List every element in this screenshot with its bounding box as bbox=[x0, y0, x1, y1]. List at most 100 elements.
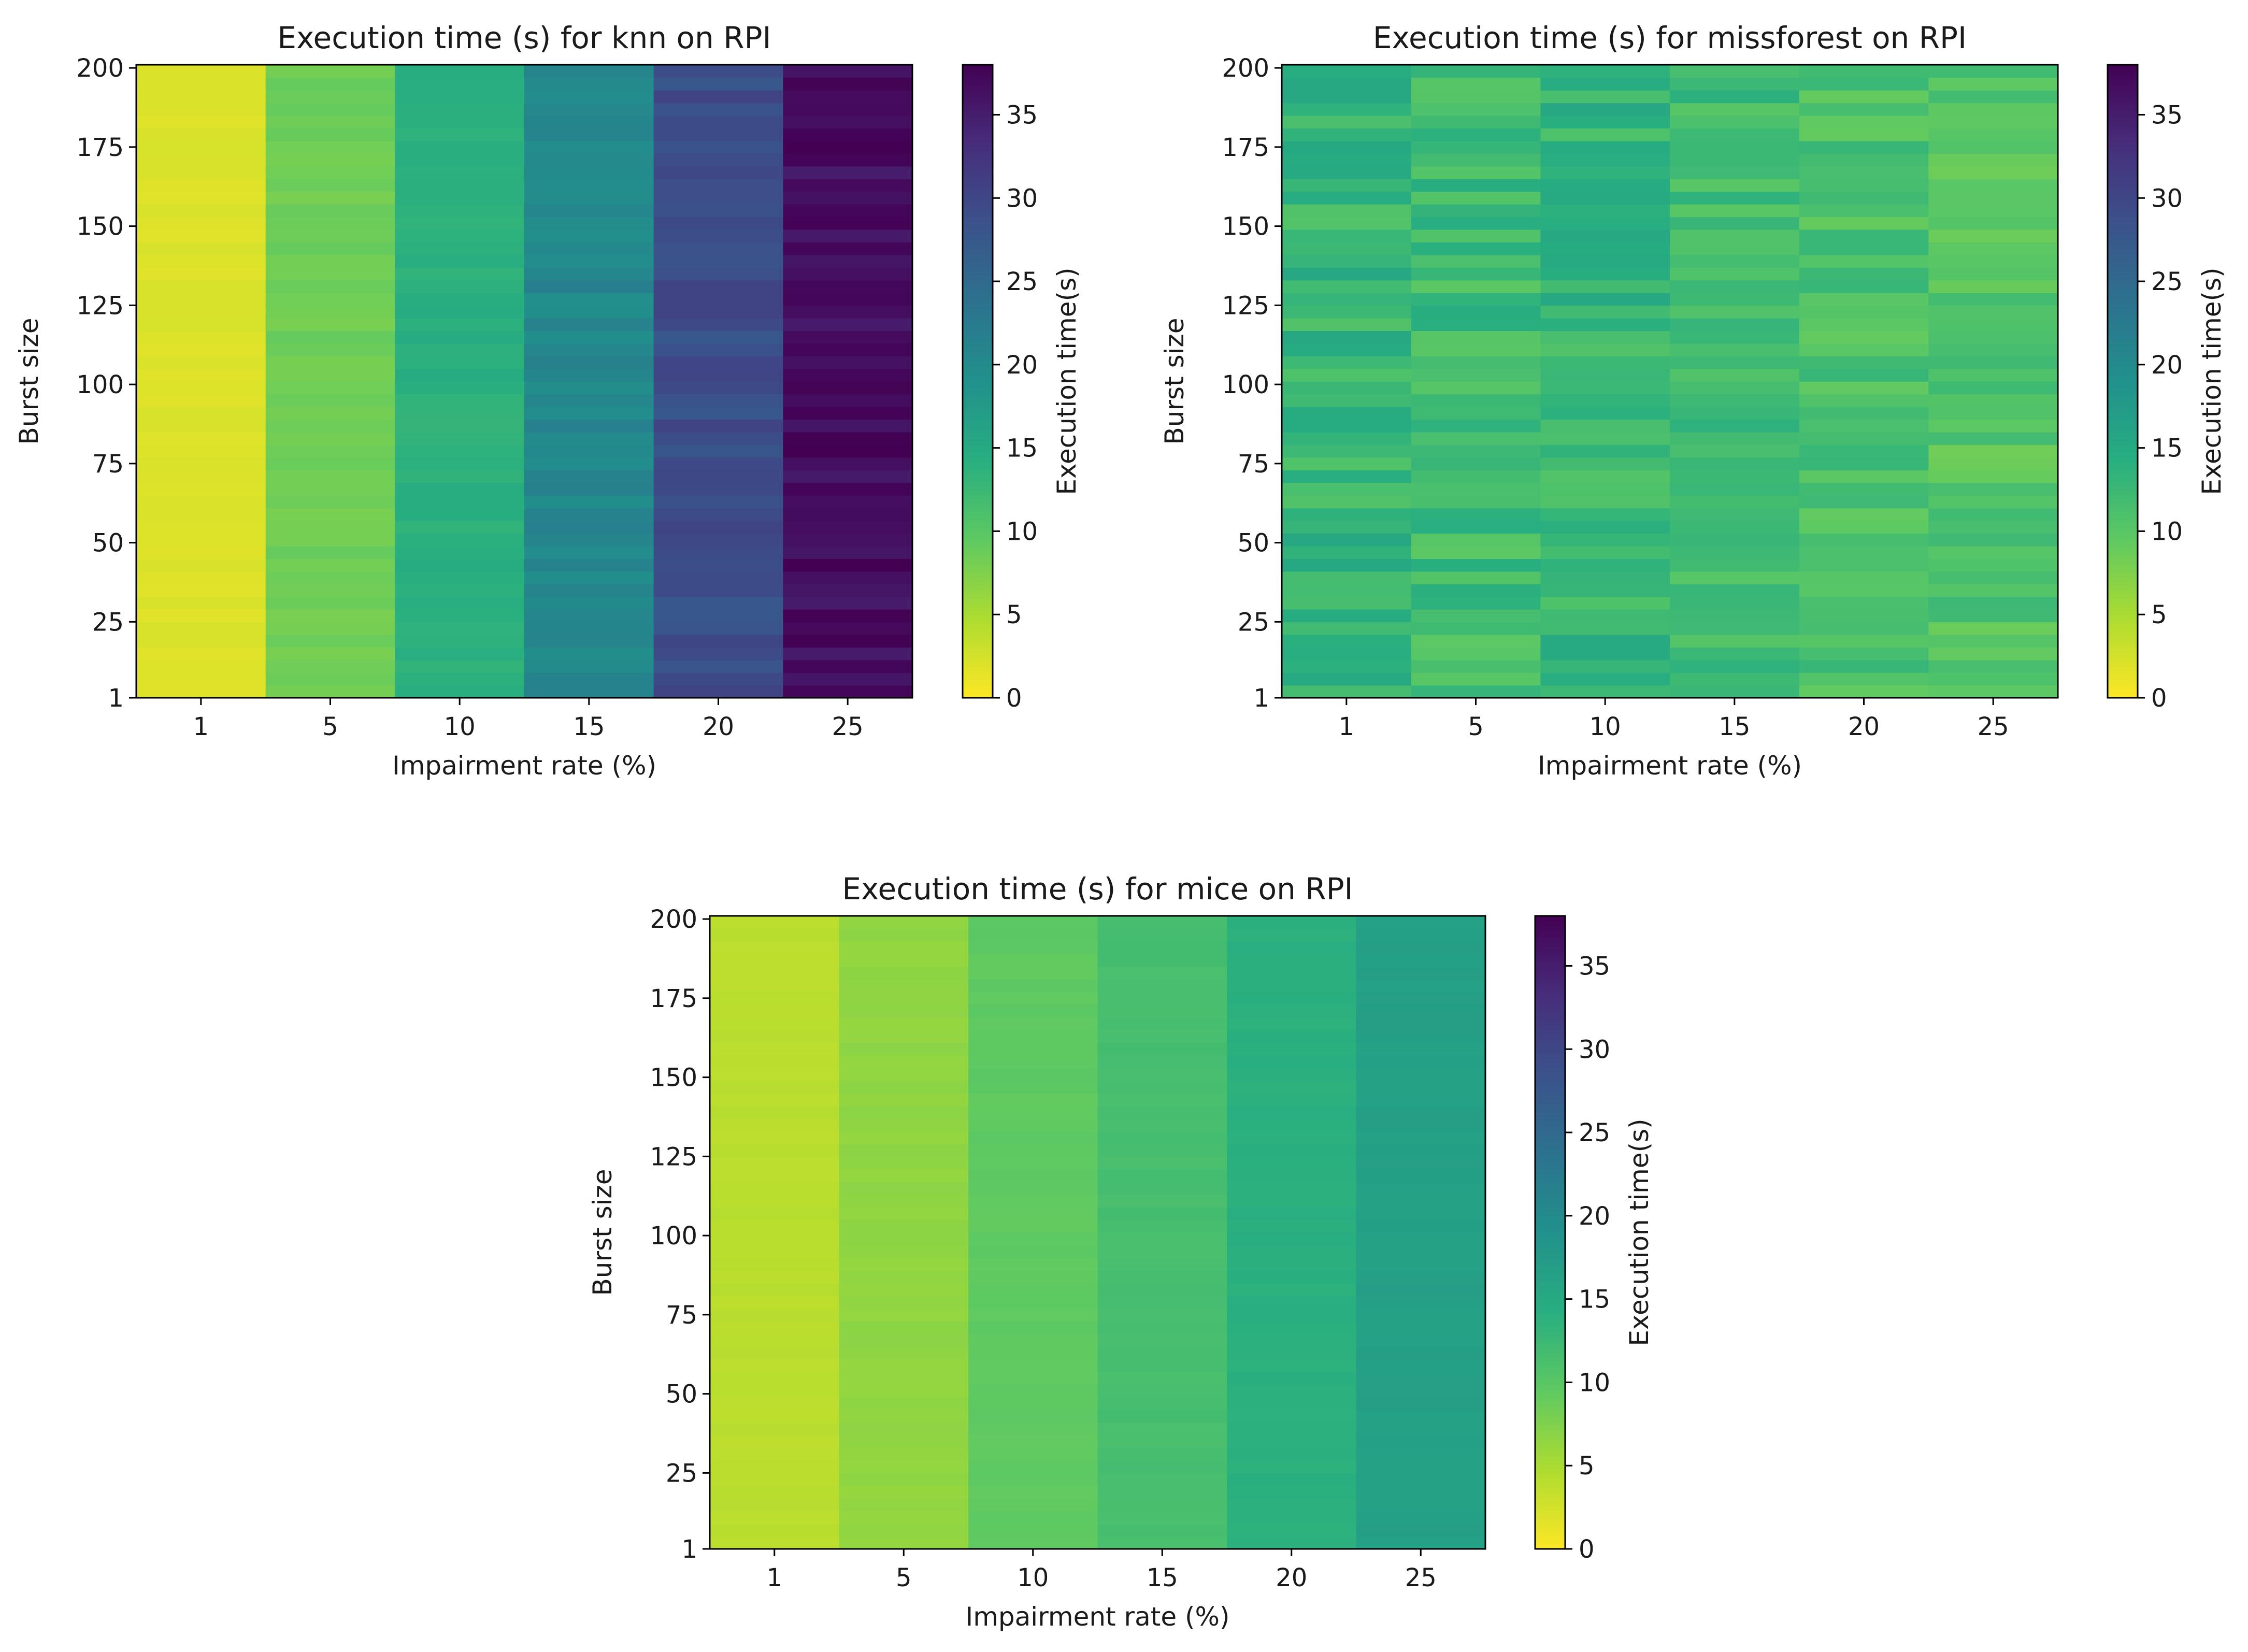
heatmap-cell bbox=[1227, 966, 1357, 980]
heatmap-cell bbox=[1282, 596, 1412, 610]
heatmap-cell bbox=[1540, 166, 1670, 179]
x-tick-label: 25 bbox=[1405, 1563, 1437, 1592]
heatmap-cell bbox=[265, 482, 396, 496]
heatmap-cell bbox=[783, 103, 913, 116]
heatmap-cell bbox=[1097, 954, 1227, 967]
y-axis-label: Burst size bbox=[1159, 318, 1190, 444]
heatmap-cells bbox=[136, 65, 913, 698]
heatmap-cell bbox=[395, 368, 525, 382]
heatmap-cell bbox=[1282, 508, 1412, 521]
plot-frame bbox=[135, 64, 913, 699]
heatmap-cell bbox=[1928, 419, 2058, 433]
heatmap-cell bbox=[1928, 406, 2058, 420]
heatmap-cell bbox=[1282, 432, 1412, 445]
heatmap-cell bbox=[783, 229, 913, 242]
heatmap-cell bbox=[783, 77, 913, 91]
heatmap-cell bbox=[1799, 242, 1929, 255]
heatmap-cell bbox=[1540, 65, 1670, 78]
heatmap-cell bbox=[524, 394, 654, 407]
heatmap-cell bbox=[1670, 77, 1800, 91]
heatmap-cell bbox=[136, 292, 266, 306]
heatmap-cell bbox=[1411, 609, 1541, 623]
heatmap-cell bbox=[710, 1498, 840, 1512]
heatmap-cell bbox=[783, 508, 913, 521]
heatmap-cell bbox=[265, 419, 396, 433]
heatmap-cell bbox=[783, 533, 913, 547]
heatmap-cell bbox=[1227, 1080, 1357, 1094]
heatmap-cell bbox=[1227, 1460, 1357, 1474]
heatmap-cell bbox=[136, 267, 266, 281]
heatmap-cell bbox=[839, 1093, 969, 1107]
heatmap-cell bbox=[1540, 520, 1670, 534]
heatmap-cell bbox=[1097, 1460, 1227, 1474]
heatmap-cell bbox=[968, 941, 1098, 955]
heatmap-cell bbox=[524, 191, 654, 205]
heatmap-cell bbox=[1799, 140, 1929, 154]
heatmap-cell bbox=[783, 356, 913, 369]
heatmap-cell bbox=[839, 1219, 969, 1233]
heatmap-cell bbox=[1097, 1118, 1227, 1132]
colorbar-tick-label: 15 bbox=[2151, 434, 2183, 463]
y-tick-label: 50 bbox=[92, 529, 124, 558]
heatmap-cell bbox=[968, 1371, 1098, 1385]
heatmap-cell bbox=[1670, 343, 1800, 356]
heatmap-cell bbox=[1928, 508, 2058, 521]
heatmap-cell bbox=[1411, 444, 1541, 458]
heatmap-cell bbox=[395, 571, 525, 584]
heatmap-cell bbox=[1928, 495, 2058, 509]
heatmap-cell bbox=[136, 609, 266, 623]
heatmap-cell bbox=[710, 979, 840, 993]
heatmap-cell bbox=[783, 394, 913, 407]
heatmap-cell bbox=[1799, 406, 1929, 420]
colorbar-tick-label: 35 bbox=[1006, 100, 1038, 130]
heatmap-cell bbox=[524, 457, 654, 470]
heatmap-cell bbox=[839, 1371, 969, 1385]
heatmap-cell bbox=[136, 280, 266, 293]
heatmap-cell bbox=[265, 672, 396, 686]
heatmap-cell bbox=[783, 191, 913, 205]
heatmap-cell bbox=[839, 1308, 969, 1321]
heatmap-cell bbox=[1540, 406, 1670, 420]
colorbar-label: Execution time(s) bbox=[2197, 267, 2227, 495]
heatmap-cell bbox=[1282, 191, 1412, 205]
heatmap-cell bbox=[1411, 217, 1541, 230]
heatmap-cell bbox=[710, 1219, 840, 1233]
heatmap-cell bbox=[1097, 1447, 1227, 1461]
heatmap-cell bbox=[968, 992, 1098, 1005]
heatmap-cell bbox=[1227, 954, 1357, 967]
heatmap-cell bbox=[265, 659, 396, 673]
colorbar-gradient bbox=[1535, 916, 1565, 1549]
heatmap-cell bbox=[1356, 1169, 1486, 1183]
heatmap-cell bbox=[839, 1435, 969, 1448]
y-tick-label: 175 bbox=[76, 133, 124, 162]
heatmap-cell bbox=[1411, 65, 1541, 78]
heatmap-cell bbox=[524, 533, 654, 547]
heatmap-cell bbox=[1282, 419, 1412, 433]
heatmap-cell bbox=[265, 622, 396, 635]
heatmap-cell bbox=[1540, 356, 1670, 369]
heatmap-cell bbox=[1097, 1321, 1227, 1334]
heatmap-cell bbox=[265, 90, 396, 104]
heatmap-cell bbox=[783, 596, 913, 610]
heatmap-cell bbox=[136, 520, 266, 534]
heatmap-cell bbox=[136, 191, 266, 205]
heatmap-cell bbox=[1411, 659, 1541, 673]
heatmap-cell bbox=[968, 1169, 1098, 1183]
heatmap-cell bbox=[1670, 470, 1800, 483]
heatmap-cell bbox=[524, 166, 654, 179]
heatmap-cell bbox=[265, 191, 396, 205]
heatmap-cell bbox=[653, 622, 784, 635]
heatmap-cell bbox=[1356, 1422, 1486, 1435]
heatmap-cell bbox=[710, 941, 840, 955]
heatmap-cell bbox=[1411, 394, 1541, 407]
heatmap-cell bbox=[1282, 444, 1412, 458]
heatmap-cell bbox=[1356, 979, 1486, 993]
heatmap-cell bbox=[1356, 1029, 1486, 1043]
heatmap-cell bbox=[783, 267, 913, 281]
heatmap-cell bbox=[839, 1359, 969, 1372]
heatmap-cell bbox=[395, 482, 525, 496]
heatmap-cell bbox=[783, 331, 913, 344]
heatmap-cell bbox=[1799, 254, 1929, 268]
heatmap-cell bbox=[1928, 571, 2058, 584]
heatmap-cell bbox=[1670, 419, 1800, 433]
